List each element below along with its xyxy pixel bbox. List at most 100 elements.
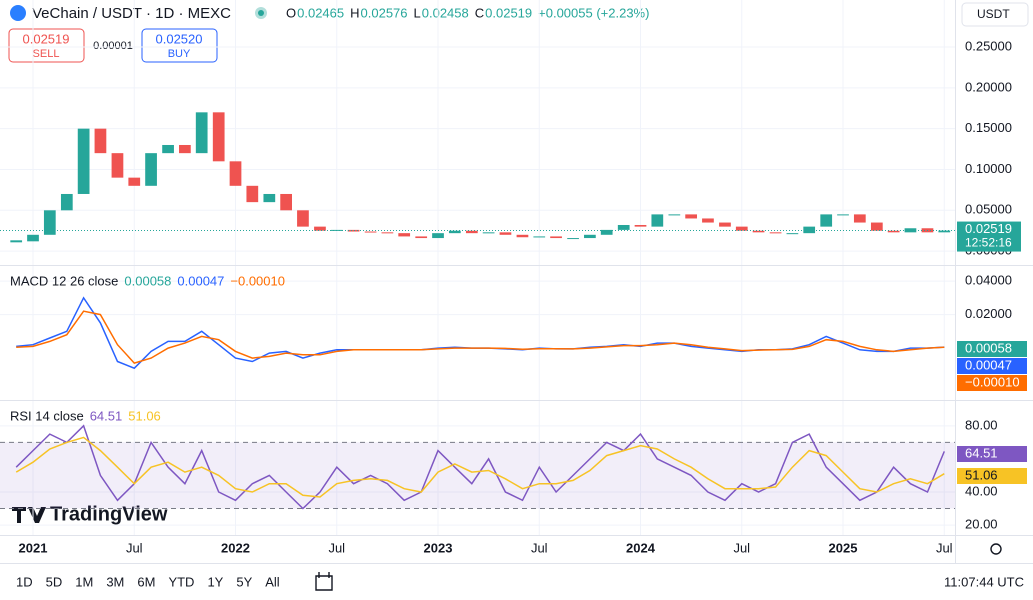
badge-value: 64.51 [965,445,998,460]
indicator-value: −0.00010 [230,273,285,288]
ohlc-key: H [350,5,359,20]
candle [43,210,56,235]
settings-icon[interactable] [990,543,1002,555]
timeframe-button[interactable]: 1M [75,574,93,589]
value-badge [957,341,1027,357]
sell-button[interactable] [8,28,85,63]
value-badge [957,358,1027,374]
ohlc-value: 0.02519 [485,5,532,20]
sell-price[interactable]: 0.02519 [23,31,70,46]
timeframe-button[interactable]: YTD [168,574,194,589]
candle [381,232,394,234]
sell-label[interactable]: SELL [33,48,60,60]
y-tick-label: 0.04000 [965,273,1012,288]
y-tick-label: 0.20000 [965,79,1012,94]
candle [398,233,411,237]
badge-value: 0.00047 [965,357,1012,372]
candle [853,214,866,223]
y-tick-label: 0.25000 [965,38,1012,53]
symbol[interactable]: VeChain / USDT · 1D · MEXC [32,5,231,22]
candle [887,230,900,233]
candle [482,232,495,234]
currency[interactable]: USDT [977,7,1010,21]
badge-value: 51.06 [965,467,998,482]
candle [567,238,579,240]
x-tick-label: Jul [733,540,750,555]
y-tick-label: 0.05000 [965,202,1012,217]
x-tick-label: 2024 [626,540,656,555]
candle [870,222,883,231]
candle [179,144,191,154]
timeframe-button[interactable]: 1D [16,574,33,589]
timeframe-button[interactable]: 1Y [207,574,223,589]
candle [263,193,276,203]
candle [297,210,309,227]
candle [128,177,141,186]
timeframe-button[interactable]: 5Y [236,574,252,589]
timeframe-button[interactable]: All [265,574,280,589]
x-tick-label: 2023 [424,540,453,555]
candle [27,234,39,242]
candle [60,193,73,211]
candle [584,234,596,239]
candle [516,234,529,238]
price-badge [957,221,1021,252]
candle [347,229,360,232]
candle [735,226,748,231]
candle [786,233,799,235]
ohlc-key: O [286,5,296,20]
value-badge [957,375,1027,391]
x-tick-label: 2021 [19,540,48,555]
candle [229,161,242,186]
indicator-title: RSI 14 close [10,408,84,423]
timeframe-button[interactable]: 3M [106,574,124,589]
series-line [15,436,945,498]
calendar-icon[interactable] [315,572,333,591]
candle [94,128,107,154]
currency-button[interactable] [961,2,1029,27]
candle [719,222,731,227]
y-tick-label: 40.00 [965,483,998,498]
candle [448,230,461,234]
buy-label[interactable]: BUY [168,48,191,60]
candle [364,231,377,233]
candle [432,233,444,239]
indicator-value: 64.51 [90,408,123,423]
candle [651,214,664,227]
candle [162,144,174,154]
countdown: 12:52:16 [965,236,1012,250]
candle [314,226,326,231]
indicator-value: 0.00058 [124,273,171,288]
candle [195,112,208,154]
candle [938,230,951,233]
value-badge [957,468,1027,484]
buy-button[interactable] [141,28,218,63]
x-tick-label: 2025 [829,540,858,555]
clock: 11:07:44 UTC [944,574,1024,589]
indicator-title: MACD 12 26 close [10,273,118,288]
x-tick-label: Jul [936,540,953,555]
candle [212,112,225,162]
spread: 0.00001 [93,40,133,52]
badge-value: 0.00058 [965,340,1012,355]
last-price: 0.02519 [965,221,1012,236]
indicator-value: 51.06 [128,408,161,423]
candle [415,236,428,239]
candle [702,218,714,223]
timeframe-button[interactable]: 6M [137,574,155,589]
timeframe-button[interactable]: 5D [46,574,63,589]
buy-price[interactable]: 0.02520 [156,31,203,46]
candle [837,214,849,216]
candle [617,224,630,230]
x-tick-label: Jul [126,540,143,555]
status-dot [258,10,264,16]
candle [752,230,765,233]
ohlc-value: 0.02465 [297,5,344,20]
x-tick-label: 2022 [221,540,250,555]
candle [634,224,647,227]
x-tick-label: Jul [328,540,345,555]
ohlc-key: C [475,5,484,20]
y-tick-label: 80.00 [965,417,998,432]
